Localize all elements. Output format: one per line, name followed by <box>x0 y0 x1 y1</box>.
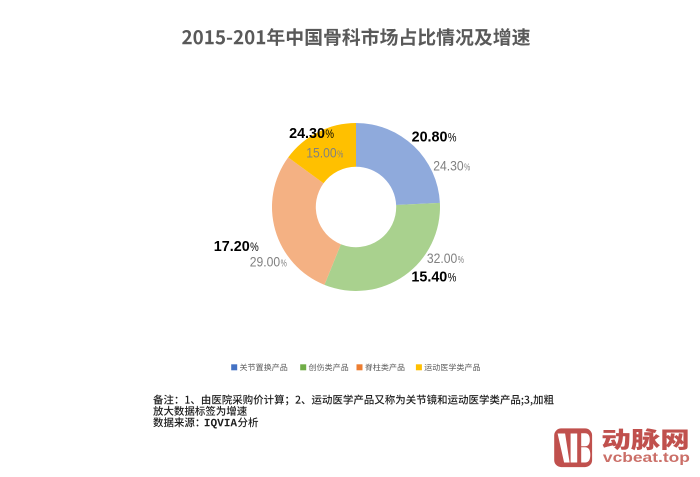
svg-text:17.20: 17.20 <box>214 238 250 255</box>
svg-text:vcbeat.top: vcbeat.top <box>603 450 690 466</box>
svg-text:%: % <box>337 148 343 160</box>
svg-text:%: % <box>250 240 259 254</box>
svg-text:%: % <box>448 131 457 145</box>
svg-text:20.80: 20.80 <box>412 129 448 146</box>
svg-text:%: % <box>448 271 457 285</box>
svg-text:15.00: 15.00 <box>306 145 336 160</box>
svg-text:%: % <box>325 127 334 141</box>
svg-text:%: % <box>458 254 464 266</box>
svg-text:%: % <box>281 258 287 270</box>
svg-text:24.30: 24.30 <box>433 158 463 173</box>
svg-text:15.40: 15.40 <box>411 269 447 286</box>
svg-text:%: % <box>464 161 470 173</box>
svg-text:32.00: 32.00 <box>427 251 457 266</box>
svg-text:24.30: 24.30 <box>289 125 325 142</box>
svg-text:29.00: 29.00 <box>250 255 280 270</box>
